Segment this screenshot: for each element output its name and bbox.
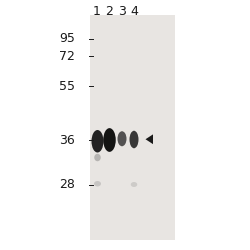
Ellipse shape — [94, 181, 101, 186]
Text: 36: 36 — [59, 134, 75, 146]
Text: 3: 3 — [118, 5, 126, 18]
Text: 2: 2 — [105, 5, 113, 18]
Ellipse shape — [103, 128, 116, 152]
Ellipse shape — [130, 131, 138, 148]
Text: 95: 95 — [59, 32, 75, 45]
Text: 72: 72 — [59, 50, 75, 63]
Ellipse shape — [131, 182, 137, 187]
Polygon shape — [146, 134, 153, 144]
Text: 28: 28 — [59, 178, 75, 192]
Ellipse shape — [118, 131, 126, 146]
Ellipse shape — [92, 130, 104, 152]
Text: 55: 55 — [59, 80, 75, 93]
Bar — [90, 15, 175, 240]
Ellipse shape — [94, 154, 101, 161]
Text: 1: 1 — [92, 5, 100, 18]
Text: 4: 4 — [130, 5, 138, 18]
